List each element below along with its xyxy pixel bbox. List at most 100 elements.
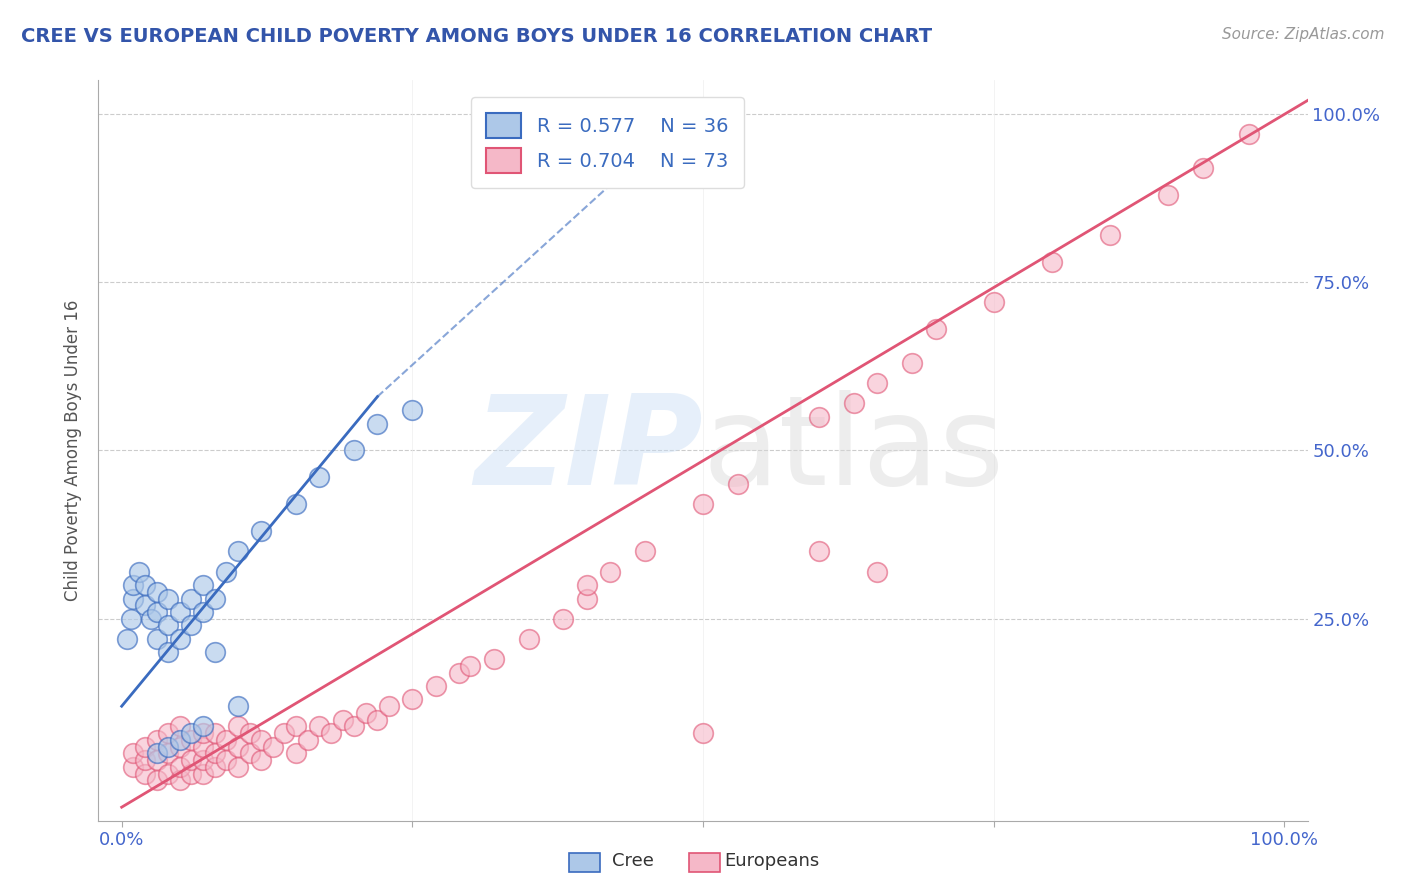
Point [901,356,924,370]
Point [191,719,214,733]
Point [134,753,156,767]
Point [366,713,388,727]
Point [180,732,202,747]
Point [866,565,889,579]
Point [482,652,505,666]
Point [180,726,202,740]
Point [204,645,226,659]
Point [215,732,238,747]
Point [180,753,202,767]
Point [180,618,202,632]
Point [226,739,249,754]
Point [134,766,156,780]
Point [145,773,167,788]
Point [145,753,167,767]
Point [250,753,273,767]
Point [215,753,238,767]
Point [808,409,831,424]
Point [866,376,889,391]
Point [204,760,226,774]
Point [191,766,214,780]
Point [139,612,162,626]
Point [122,747,145,761]
Point [157,739,180,754]
Point [226,719,249,733]
Point [983,295,1005,310]
Point [1157,187,1180,202]
Point [122,760,145,774]
Point [332,713,354,727]
Point [692,726,714,740]
Point [924,322,946,336]
Point [169,760,191,774]
Point [226,544,249,558]
Point [157,747,180,761]
Point [204,591,226,606]
Point [354,706,377,720]
Point [191,739,214,754]
Point [204,747,226,761]
Point [366,417,388,431]
Legend: R = 0.577    N = 36, R = 0.704    N = 73: R = 0.577 N = 36, R = 0.704 N = 73 [471,97,744,188]
Point [575,578,598,592]
Point [401,403,423,417]
Point [308,719,330,733]
Point [204,726,226,740]
Point [157,645,180,659]
Point [145,732,167,747]
Point [128,565,150,579]
Point [239,747,262,761]
Y-axis label: Child Poverty Among Boys Under 16: Child Poverty Among Boys Under 16 [65,300,83,601]
Point [378,699,401,714]
Point [343,719,366,733]
Point [343,443,366,458]
Point [169,632,191,646]
Point [145,747,167,761]
Point [1239,127,1261,141]
Point [157,766,180,780]
Point [634,544,657,558]
Point [169,605,191,619]
Point [169,773,191,788]
Point [145,632,167,646]
Point [692,497,714,511]
Point [134,739,156,754]
Point [599,565,621,579]
Point [180,591,202,606]
Point [215,565,238,579]
Point [157,591,180,606]
Point [401,692,423,706]
Point [191,726,214,740]
Point [122,591,145,606]
Point [319,726,342,740]
Point [120,612,142,626]
Point [262,739,284,754]
Text: CREE VS EUROPEAN CHILD POVERTY AMONG BOYS UNDER 16 CORRELATION CHART: CREE VS EUROPEAN CHILD POVERTY AMONG BOY… [21,27,932,45]
Point [517,632,540,646]
Point [250,524,273,539]
Point [122,578,145,592]
Point [1192,161,1215,175]
Point [191,605,214,619]
Point [844,396,866,410]
Point [117,632,139,646]
Point [308,470,330,484]
Point [285,497,308,511]
Text: Source: ZipAtlas.com: Source: ZipAtlas.com [1222,27,1385,42]
Point [191,578,214,592]
Point [145,605,167,619]
Point [575,591,598,606]
Point [727,477,749,491]
Point [169,739,191,754]
Text: atlas: atlas [703,390,1005,511]
Point [239,726,262,740]
Point [180,766,202,780]
Text: ZIP: ZIP [474,390,703,511]
Point [145,584,167,599]
Point [134,578,156,592]
Point [191,753,214,767]
Point [157,618,180,632]
Point [157,726,180,740]
Text: Cree: Cree [612,852,654,870]
Point [169,732,191,747]
